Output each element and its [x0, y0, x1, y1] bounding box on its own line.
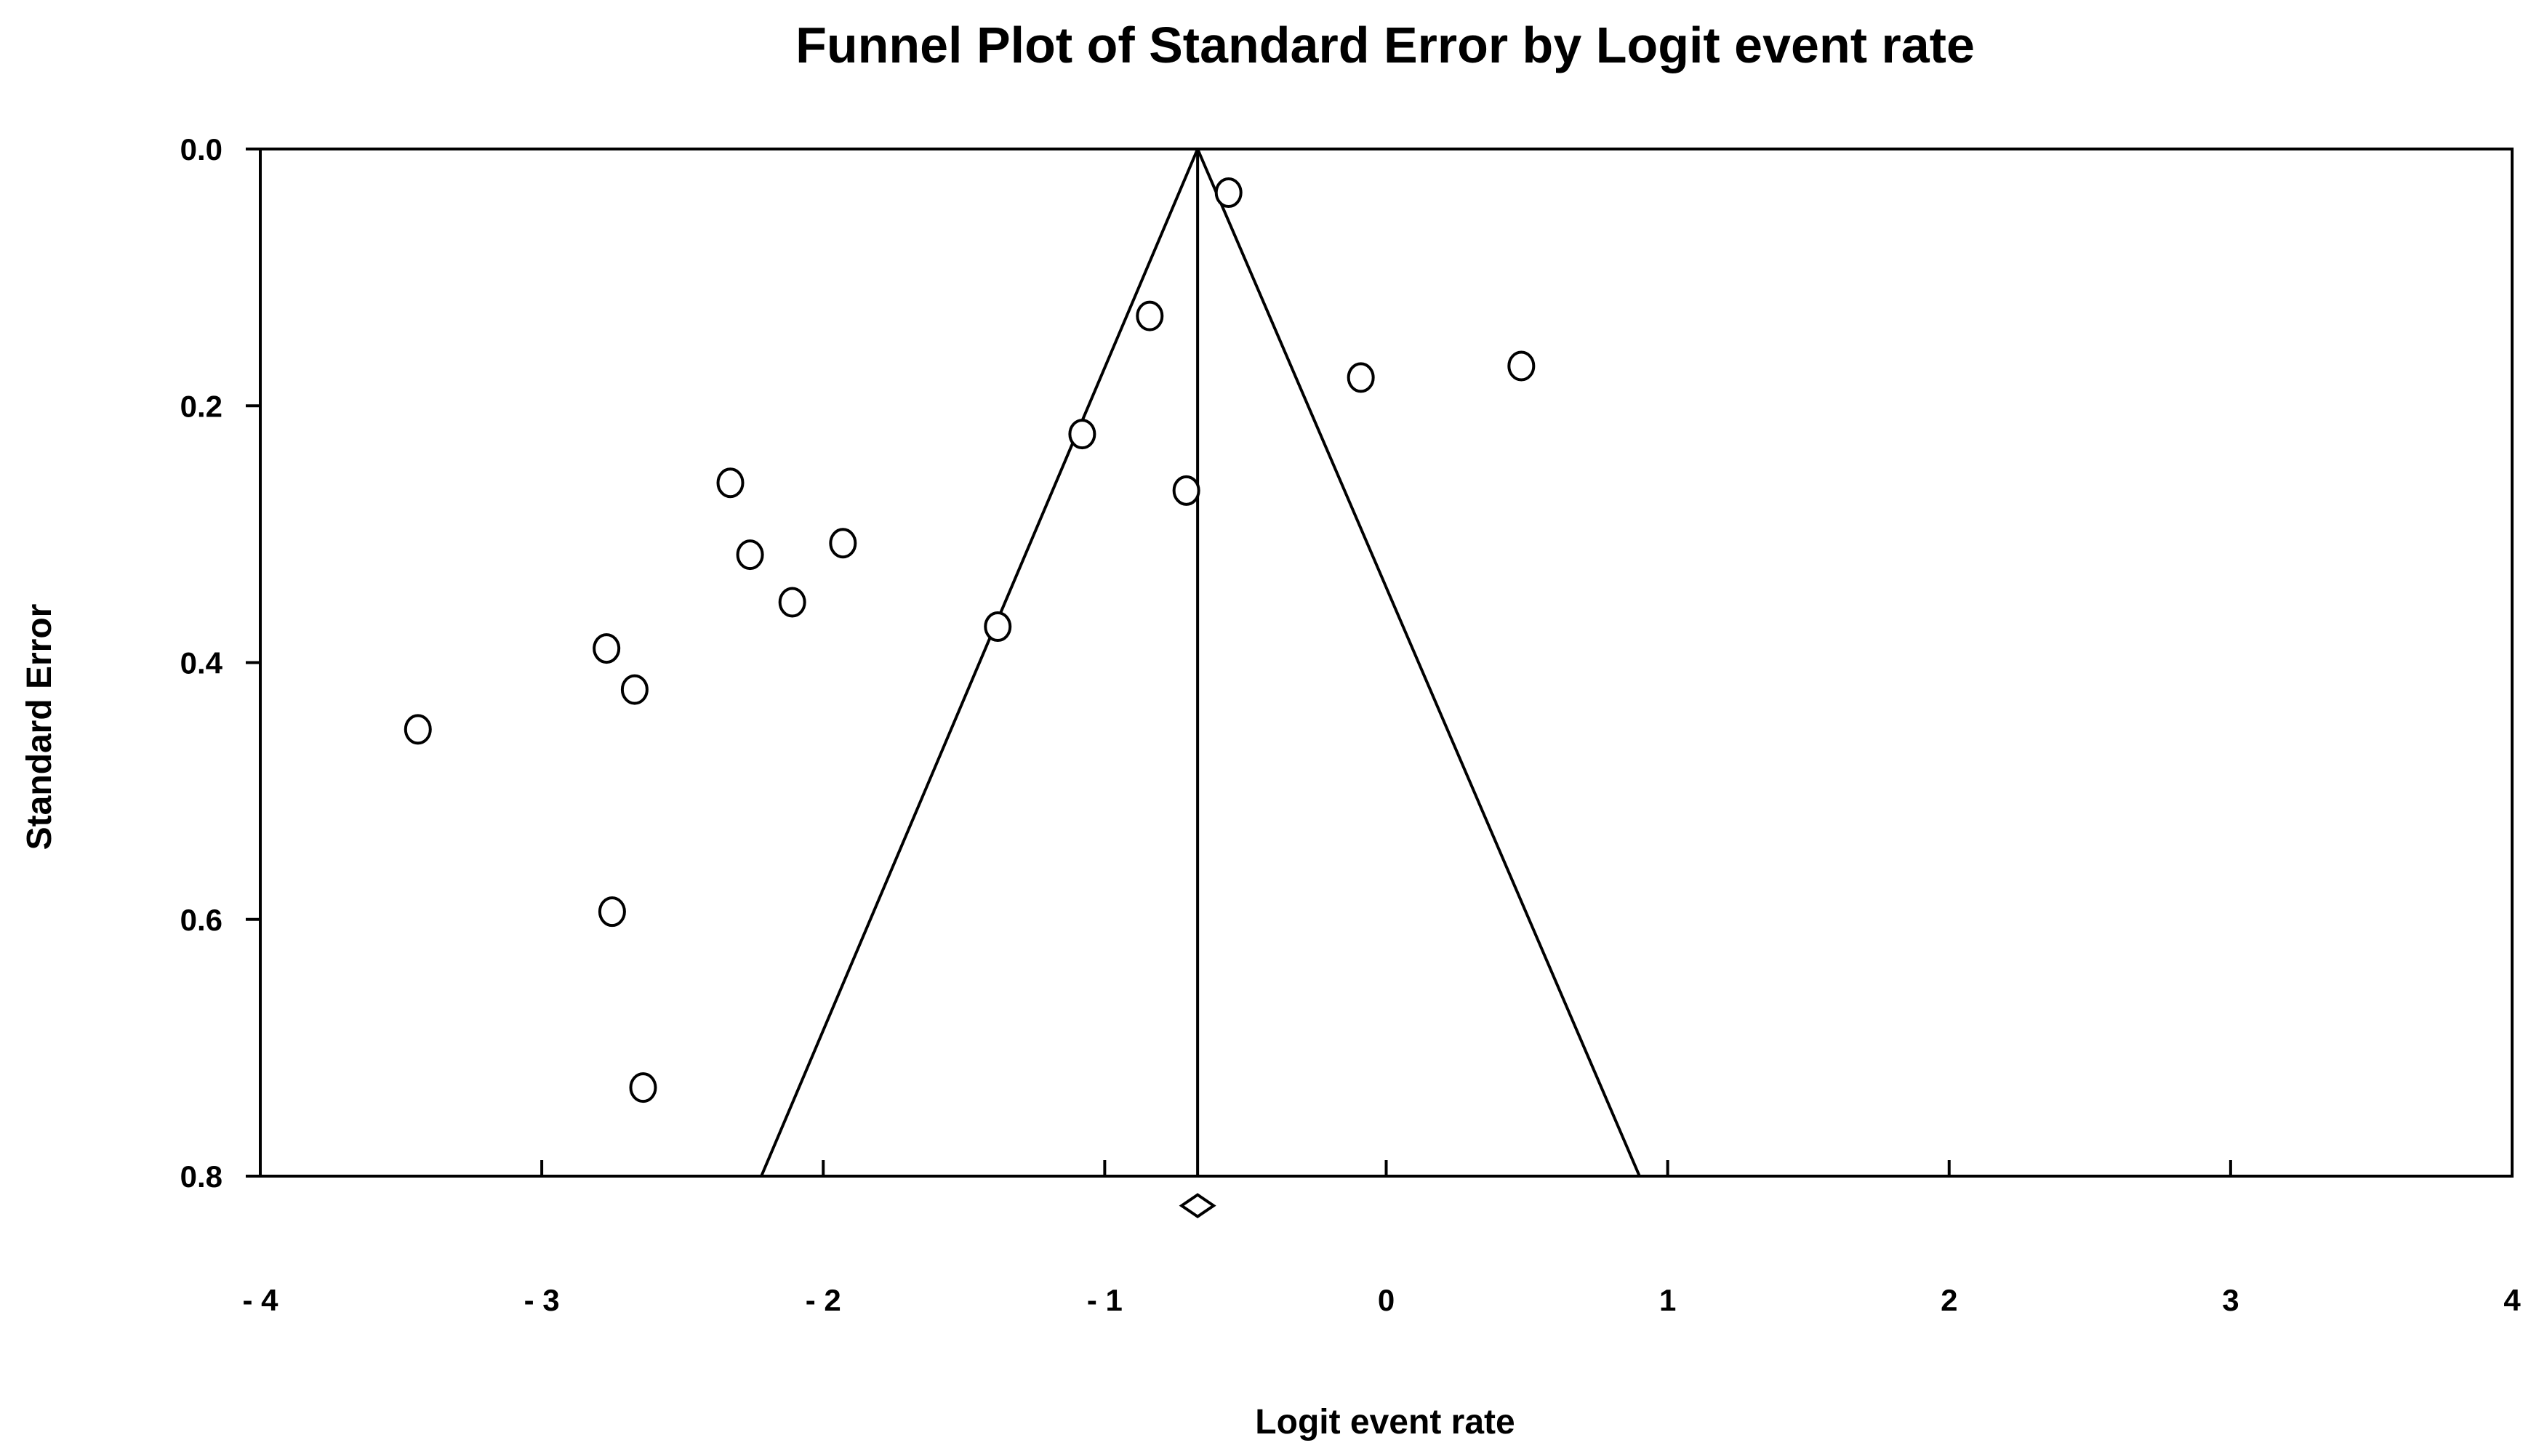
study-points — [404, 177, 1536, 1103]
x-tick-label: 0 — [1378, 1283, 1395, 1317]
study-point — [984, 611, 1012, 643]
y-tick-label: 0.4 — [180, 646, 223, 680]
study-point — [778, 587, 806, 618]
study-point — [1068, 419, 1096, 450]
y-tick-label: 0.8 — [180, 1159, 222, 1194]
y-tick-label: 0.2 — [180, 389, 222, 423]
x-tick-label: 1 — [1659, 1283, 1676, 1317]
study-point — [593, 633, 621, 664]
y-tick-label: 0.0 — [180, 132, 222, 166]
x-axis: - 4 - 3 - 2 - 1 0 1 2 3 4 — [242, 1160, 2521, 1317]
x-tick-label: - 2 — [806, 1283, 841, 1317]
study-point — [598, 896, 626, 928]
study-point — [629, 1072, 657, 1103]
study-point — [1507, 350, 1536, 382]
plot-area-frame — [259, 148, 2514, 1178]
study-point — [716, 467, 745, 499]
x-tick-label: 2 — [1941, 1283, 1957, 1317]
funnel-lines — [760, 148, 1641, 1177]
summary-diamond — [1179, 1193, 1216, 1219]
x-tick-label: 3 — [2222, 1283, 2239, 1317]
study-point — [829, 528, 857, 559]
study-point — [620, 674, 649, 705]
x-axis-label: Logit event rate — [1255, 1403, 1515, 1441]
funnel-right-line — [1196, 148, 1641, 1177]
funnel-left-line — [760, 148, 1199, 1177]
study-point — [1136, 300, 1164, 331]
y-axis-label: Standard Error — [20, 604, 59, 850]
chart-title: Funnel Plot of Standard Error by Logit e… — [795, 17, 1975, 73]
study-point — [404, 714, 432, 745]
x-tick-label: - 1 — [1087, 1283, 1123, 1317]
x-tick-label: 4 — [2503, 1283, 2521, 1317]
y-tick-label: 0.6 — [180, 903, 222, 937]
study-point — [1347, 362, 1375, 393]
study-point — [736, 539, 764, 571]
y-axis: 0.0 0.2 0.4 0.6 0.8 — [180, 132, 260, 1194]
study-point — [1214, 177, 1243, 209]
study-point — [1172, 475, 1200, 506]
summary-effect — [1179, 1193, 1216, 1219]
x-tick-label: - 3 — [524, 1283, 560, 1317]
x-tick-label: - 4 — [242, 1283, 278, 1317]
